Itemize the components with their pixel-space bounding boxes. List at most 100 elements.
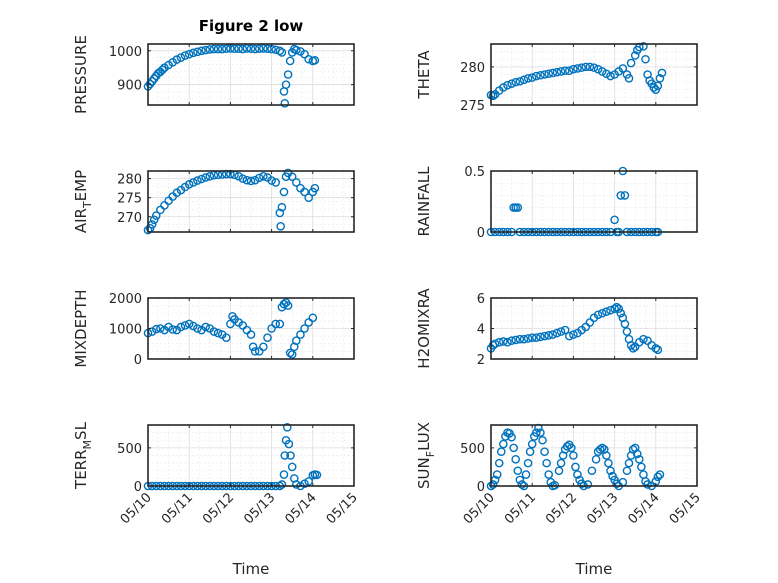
data-point bbox=[300, 49, 309, 59]
data-point bbox=[532, 333, 541, 342]
data-point bbox=[573, 470, 582, 479]
data-point bbox=[246, 44, 256, 54]
y-axis-label: MIXDEPTH bbox=[72, 289, 90, 367]
x-tick-label: 05/11 bbox=[159, 490, 196, 527]
data-point bbox=[250, 347, 260, 356]
data-point bbox=[156, 324, 165, 333]
data-point bbox=[279, 299, 289, 309]
data-point bbox=[296, 330, 305, 339]
x-tick-label: 05/12 bbox=[543, 490, 580, 527]
x-tick-label: 05/10 bbox=[461, 490, 498, 527]
data-point bbox=[283, 301, 293, 310]
data-point bbox=[521, 470, 531, 479]
axes-frame bbox=[490, 424, 698, 487]
data-point bbox=[552, 328, 562, 338]
axes-frame bbox=[147, 424, 355, 487]
data-point bbox=[639, 41, 648, 51]
data-point bbox=[560, 325, 570, 335]
data-point bbox=[591, 455, 601, 464]
data-point bbox=[567, 443, 576, 453]
data-point bbox=[542, 458, 551, 468]
data-point bbox=[263, 333, 272, 342]
data-point bbox=[624, 74, 634, 83]
y-tick-label: 6 bbox=[477, 292, 485, 307]
x-tick-label: 05/14 bbox=[283, 490, 320, 527]
data-point bbox=[610, 304, 619, 313]
data-point bbox=[655, 74, 665, 83]
data-point bbox=[622, 466, 632, 476]
data-point bbox=[540, 70, 549, 79]
data-point bbox=[597, 67, 607, 76]
data-point bbox=[503, 80, 512, 90]
data-point bbox=[513, 466, 523, 476]
data-point bbox=[569, 64, 578, 74]
data-point bbox=[168, 325, 178, 334]
data-point bbox=[593, 64, 603, 74]
data-point bbox=[271, 178, 281, 187]
y-tick-label: 275 bbox=[460, 99, 485, 114]
data-point bbox=[622, 327, 632, 336]
y-tick-label: 280 bbox=[460, 61, 485, 76]
data-point bbox=[556, 67, 566, 76]
data-point bbox=[279, 470, 289, 479]
data-point bbox=[595, 445, 605, 454]
data-point bbox=[275, 46, 285, 56]
y-tick-label: 0.5 bbox=[464, 165, 485, 180]
y-axis-label: THETA bbox=[415, 50, 433, 100]
subplot-rainfall: 0 0.5 RAINFALL bbox=[415, 165, 698, 241]
y-axis-label: PRESSURE bbox=[72, 35, 90, 114]
y-tick-label: 500 bbox=[460, 442, 485, 457]
data-point bbox=[597, 308, 607, 318]
data-point bbox=[523, 334, 533, 343]
data-point bbox=[562, 442, 572, 451]
data-point bbox=[643, 480, 652, 489]
data-point bbox=[184, 49, 194, 59]
data-point bbox=[259, 44, 268, 53]
data-point bbox=[587, 466, 597, 476]
subplot-grid: 900 1000 PRESSURE 275 280 THETA 270 275 280 AIRTE… bbox=[72, 35, 704, 527]
data-point bbox=[292, 45, 301, 55]
y-tick-label: 2000 bbox=[109, 292, 142, 307]
data-point bbox=[552, 67, 562, 77]
data-point bbox=[281, 80, 291, 89]
data-point bbox=[641, 54, 650, 64]
data-point bbox=[282, 422, 292, 432]
data-point bbox=[624, 458, 634, 468]
data-point bbox=[604, 458, 613, 468]
data-point bbox=[511, 335, 521, 345]
data-point bbox=[180, 321, 190, 330]
y-tick-label: 280 bbox=[117, 173, 142, 188]
data-point bbox=[488, 91, 498, 101]
subplot-h2omixra: 2 4 6 H2OMIXRA bbox=[415, 288, 698, 369]
data-point bbox=[653, 472, 663, 482]
data-point bbox=[602, 69, 611, 79]
subplot-theta: 275 280 THETA bbox=[415, 41, 698, 114]
data-point bbox=[614, 304, 624, 313]
data-point bbox=[612, 479, 621, 489]
subplot-mixdepth: 0 1000 2000 MIXDEPTH bbox=[72, 289, 355, 368]
y-tick-label: 0 bbox=[134, 353, 142, 368]
y-tick-label: 1000 bbox=[109, 323, 142, 338]
data-point bbox=[492, 470, 502, 479]
data-point bbox=[158, 65, 167, 75]
data-point bbox=[184, 180, 194, 189]
data-point bbox=[304, 477, 313, 486]
data-point bbox=[234, 44, 243, 54]
data-point bbox=[540, 331, 549, 341]
data-point bbox=[602, 451, 611, 460]
data-point bbox=[632, 449, 642, 459]
data-point bbox=[201, 322, 210, 332]
data-point bbox=[626, 58, 636, 68]
data-point bbox=[560, 66, 570, 75]
data-point bbox=[189, 178, 198, 187]
x-axis-label-right: Time bbox=[575, 560, 613, 578]
y-tick-label: 4 bbox=[477, 323, 485, 338]
data-point bbox=[176, 53, 186, 62]
data-point bbox=[209, 327, 219, 336]
data-point bbox=[649, 83, 659, 92]
data-point bbox=[287, 462, 297, 472]
data-point bbox=[525, 447, 535, 456]
axes-frame bbox=[147, 43, 355, 106]
data-point bbox=[285, 348, 295, 358]
data-point bbox=[488, 480, 498, 489]
